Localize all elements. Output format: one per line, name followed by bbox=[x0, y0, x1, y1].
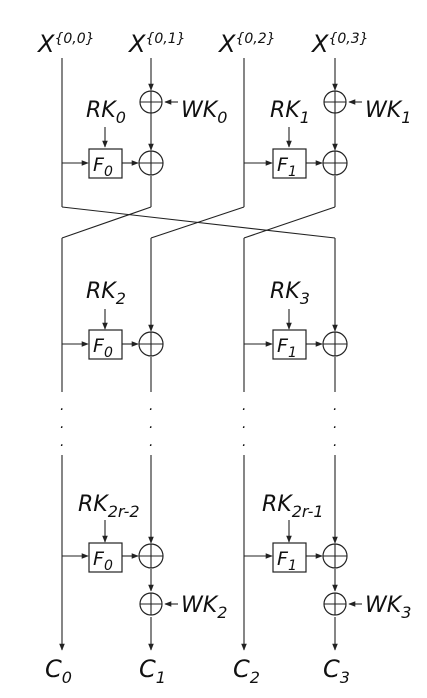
xor-icon bbox=[323, 90, 347, 114]
ellipsis-dot: . bbox=[242, 434, 246, 450]
output-label-c1: C1 bbox=[139, 655, 166, 687]
wk2-label: WK2 bbox=[181, 593, 227, 622]
svg-text:F1: F1 bbox=[277, 335, 297, 361]
perm-3-to-2 bbox=[243, 206, 336, 239]
input-label-x03: X{0,3} bbox=[310, 30, 369, 58]
f0-box-last: F0 bbox=[88, 542, 123, 574]
rk3-label: RK3 bbox=[270, 279, 310, 308]
ellipsis-dot: . bbox=[242, 416, 246, 432]
input-label-x02: X{0,2} bbox=[217, 30, 276, 58]
key-labels: RK0 RK1 WK0 WK1 RK2 RK3 RK2r-2 RK2r-1 WK… bbox=[78, 98, 411, 622]
f1-box-round1: F1 bbox=[272, 148, 307, 180]
rk0-label: RK0 bbox=[86, 98, 126, 127]
ellipsis-dot: . bbox=[60, 398, 64, 414]
input-label-x00: X{0,0} bbox=[36, 30, 95, 58]
rk2r-2-label: RK2r-2 bbox=[78, 492, 140, 521]
ellipsis-dot: . bbox=[149, 416, 153, 432]
xor-icon bbox=[322, 331, 348, 357]
wires bbox=[59, 58, 362, 651]
svg-text:F0: F0 bbox=[93, 548, 113, 574]
xor-icon bbox=[139, 592, 163, 616]
f0-box-round1: F0 bbox=[88, 148, 123, 180]
perm-1-to-0 bbox=[61, 206, 152, 239]
rk2-label: RK2 bbox=[86, 279, 126, 308]
output-label-c2: C2 bbox=[233, 655, 260, 687]
rk1-label: RK1 bbox=[270, 98, 310, 127]
ellipsis-dot: . bbox=[333, 434, 337, 450]
xor-icon bbox=[138, 331, 164, 357]
xor-icon bbox=[138, 543, 164, 569]
xor-icon bbox=[139, 90, 163, 114]
xor-icon bbox=[138, 150, 164, 176]
ellipsis-dot: . bbox=[60, 416, 64, 432]
ellipsis-dot: . bbox=[60, 434, 64, 450]
ellipsis-dot: . bbox=[149, 398, 153, 414]
ellipsis: . . . . . . . . . . . . bbox=[60, 398, 337, 450]
f1-box-last: F1 bbox=[272, 542, 307, 574]
svg-text:F1: F1 bbox=[277, 548, 297, 574]
ellipsis-dot: . bbox=[333, 416, 337, 432]
wk1-label: WK1 bbox=[365, 98, 411, 127]
f-boxes: F0 F1 F0 F1 F0 F1 bbox=[88, 148, 307, 574]
ellipsis-dot: . bbox=[333, 398, 337, 414]
output-labels: C0 C1 C2 C3 bbox=[45, 655, 350, 687]
svg-text:F1: F1 bbox=[277, 154, 297, 180]
xor-icon bbox=[322, 150, 348, 176]
svg-text:F0: F0 bbox=[93, 335, 113, 361]
xor-nodes bbox=[138, 90, 348, 616]
input-label-x01: X{0,1} bbox=[127, 30, 186, 58]
input-labels: X{0,0} X{0,1} X{0,2} X{0,3} bbox=[36, 30, 369, 58]
rk2r-1-label: RK2r-1 bbox=[262, 492, 324, 521]
xor-icon bbox=[323, 592, 347, 616]
ellipsis-dot: . bbox=[149, 434, 153, 450]
svg-text:F0: F0 bbox=[93, 154, 113, 180]
output-label-c3: C3 bbox=[323, 655, 350, 687]
wk3-label: WK3 bbox=[365, 593, 411, 622]
ellipsis-dot: . bbox=[242, 398, 246, 414]
perm-2-to-1 bbox=[150, 206, 245, 239]
f0-box-round2: F0 bbox=[88, 329, 123, 361]
output-label-c0: C0 bbox=[45, 655, 72, 687]
f1-box-round2: F1 bbox=[272, 329, 307, 361]
xor-icon bbox=[322, 543, 348, 569]
wk0-label: WK0 bbox=[181, 98, 227, 127]
